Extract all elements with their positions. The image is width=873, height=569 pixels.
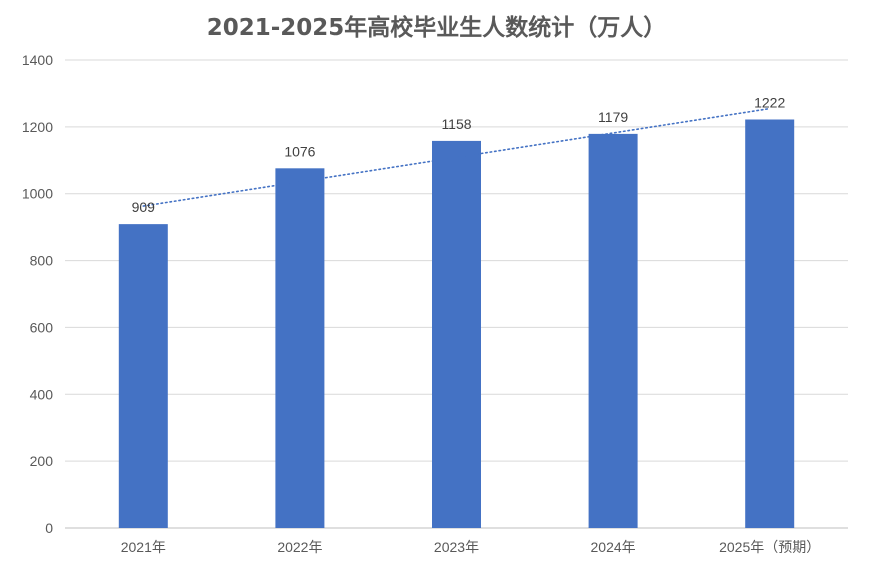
- y-tick-label: 800: [30, 253, 54, 269]
- x-tick-label: 2021年: [121, 539, 166, 555]
- y-axis: 0 200 400 600 800 1000 1200 1400: [22, 52, 53, 536]
- x-tick-label: 2024年: [591, 539, 636, 555]
- data-label: 909: [132, 199, 156, 215]
- x-tick-label: 2022年: [277, 539, 322, 555]
- bar-5: [745, 119, 795, 528]
- y-tick-label: 1400: [22, 52, 53, 68]
- data-label: 1158: [441, 116, 471, 132]
- y-tick-label: 400: [30, 386, 54, 402]
- chart-title: 2021-2025年高校毕业生人数统计（万人）: [206, 15, 667, 41]
- y-tick-label: 1200: [22, 119, 53, 135]
- data-labels: 909 1076 1158 1179 1222: [132, 95, 786, 216]
- bars: [118, 119, 795, 529]
- y-tick-label: 0: [45, 520, 53, 536]
- y-tick-label: 200: [30, 453, 54, 469]
- bar-1: [118, 224, 168, 529]
- bar-3: [432, 140, 481, 528]
- data-label: 1076: [284, 143, 315, 159]
- bar-4: [588, 133, 638, 528]
- trendline: [142, 107, 771, 207]
- y-tick-label: 1000: [22, 186, 53, 202]
- x-tick-label: 2023年: [434, 539, 479, 555]
- trendline-group: [142, 107, 771, 207]
- bar-2: [275, 168, 325, 528]
- x-axis: 2021年 2022年 2023年 2024年 2025年（预期）: [121, 539, 821, 555]
- data-label: 1222: [754, 95, 785, 111]
- data-label: 1179: [598, 109, 628, 125]
- y-tick-label: 600: [30, 319, 54, 335]
- x-tick-label: 2025年（预期）: [719, 539, 820, 555]
